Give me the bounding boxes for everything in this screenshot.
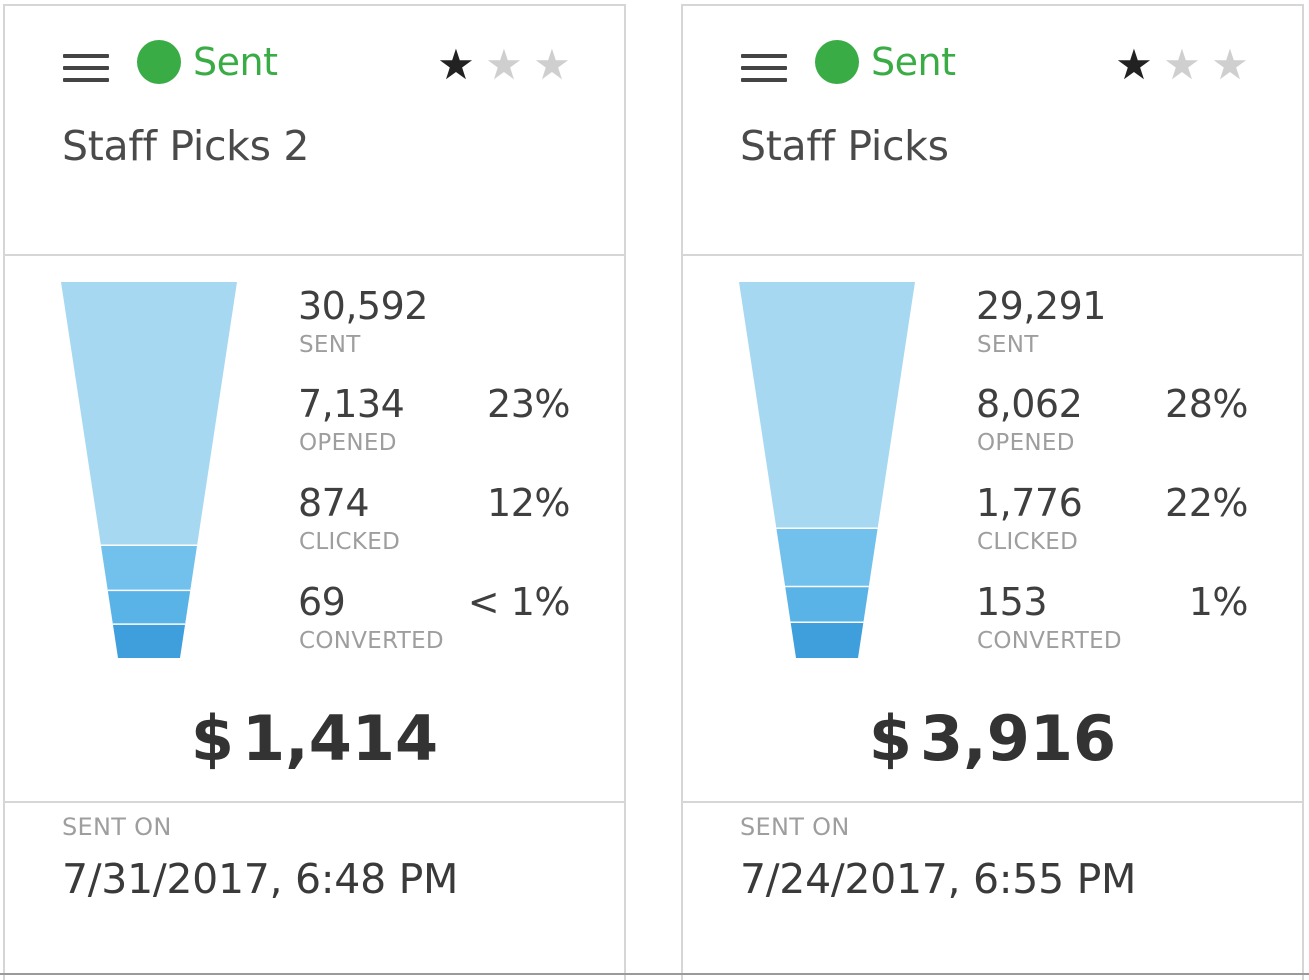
metric-label: CONVERTED — [299, 628, 444, 654]
bottom-divider — [0, 973, 1309, 975]
metric-value: 874 — [298, 481, 370, 525]
revenue-value: 3,916 — [920, 702, 1117, 775]
metric-percent: 12% — [487, 481, 570, 525]
metric-converted: 153 CONVERTED 1% — [976, 580, 1256, 670]
campaign-title[interactable]: Staff Picks 2 — [62, 122, 310, 170]
campaign-card[interactable]: Sent ★ ★ ★ Staff Picks 2 30,592 SENT 7,1… — [3, 4, 626, 980]
metric-percent: 1% — [1188, 580, 1249, 624]
card-footer: SENT ON 7/24/2017, 6:55 PM — [683, 801, 1302, 903]
metric-value: 7,134 — [298, 382, 405, 426]
metric-value: 1,776 — [976, 481, 1083, 525]
sent-on-date: 7/24/2017, 6:55 PM — [740, 855, 1137, 903]
rating-stars[interactable]: ★ ★ ★ — [1111, 40, 1253, 90]
currency-symbol: $ — [868, 702, 912, 775]
status-label: Sent — [871, 40, 956, 84]
sent-on-date: 7/31/2017, 6:48 PM — [62, 855, 459, 903]
rating-stars[interactable]: ★ ★ ★ — [433, 40, 575, 90]
metric-sent: 30,592 SENT — [298, 284, 578, 374]
metric-percent: 22% — [1165, 481, 1248, 525]
metric-converted: 69 CONVERTED < 1% — [298, 580, 578, 670]
metric-label: SENT — [299, 332, 361, 358]
funnel-band-converted — [112, 624, 186, 658]
star-empty-icon[interactable]: ★ — [485, 40, 523, 89]
funnel-band-opened — [776, 528, 878, 587]
funnel-chart — [61, 282, 237, 658]
star-empty-icon[interactable]: ★ — [1163, 40, 1201, 89]
revenue-total: $3,916 — [683, 702, 1302, 775]
star-empty-icon[interactable]: ★ — [533, 40, 571, 89]
revenue-total: $1,414 — [5, 702, 624, 775]
metric-label: OPENED — [977, 430, 1075, 456]
card-footer: SENT ON 7/31/2017, 6:48 PM — [5, 801, 624, 903]
funnel-band-sent — [61, 282, 237, 546]
metric-value: 30,592 — [298, 284, 428, 328]
status-dot-icon — [137, 40, 181, 84]
metric-percent: < 1% — [467, 580, 571, 624]
funnel-band-opened — [100, 545, 198, 591]
star-filled-icon[interactable]: ★ — [1115, 40, 1153, 89]
metric-label: SENT — [977, 332, 1039, 358]
card-header: Sent ★ ★ ★ Staff Picks 2 — [5, 6, 624, 256]
metric-clicked: 874 CLICKED 12% — [298, 481, 578, 571]
sent-on-label: SENT ON — [740, 813, 850, 841]
star-empty-icon[interactable]: ★ — [1211, 40, 1249, 89]
metric-opened: 8,062 OPENED 28% — [976, 382, 1256, 472]
funnel-band-sent — [739, 282, 915, 529]
campaign-title[interactable]: Staff Picks — [740, 122, 949, 170]
funnel-chart — [739, 282, 915, 658]
metric-label: CLICKED — [977, 529, 1079, 555]
card-header: Sent ★ ★ ★ Staff Picks — [683, 6, 1302, 256]
metric-sent: 29,291 SENT — [976, 284, 1256, 374]
metric-opened: 7,134 OPENED 23% — [298, 382, 578, 472]
metric-label: OPENED — [299, 430, 397, 456]
status-dot-icon — [815, 40, 859, 84]
campaign-card[interactable]: Sent ★ ★ ★ Staff Picks 29,291 SENT 8,062… — [681, 4, 1304, 980]
metric-label: CONVERTED — [977, 628, 1122, 654]
status-indicator: Sent — [137, 40, 278, 84]
funnel-band-clicked — [785, 586, 869, 623]
revenue-value: 1,414 — [242, 702, 439, 775]
metric-percent: 28% — [1165, 382, 1248, 426]
star-filled-icon[interactable]: ★ — [437, 40, 475, 89]
sent-on-label: SENT ON — [62, 813, 172, 841]
funnel-band-clicked — [107, 590, 191, 625]
currency-symbol: $ — [190, 702, 234, 775]
metric-clicked: 1,776 CLICKED 22% — [976, 481, 1256, 571]
metric-value: 69 — [298, 580, 346, 624]
metric-value: 8,062 — [976, 382, 1083, 426]
metric-value: 153 — [976, 580, 1048, 624]
funnel-band-converted — [790, 622, 864, 658]
metric-percent: 23% — [487, 382, 570, 426]
hamburger-menu-icon[interactable] — [741, 52, 787, 84]
status-indicator: Sent — [815, 40, 956, 84]
status-label: Sent — [193, 40, 278, 84]
metric-value: 29,291 — [976, 284, 1106, 328]
hamburger-menu-icon[interactable] — [63, 52, 109, 84]
metric-label: CLICKED — [299, 529, 401, 555]
